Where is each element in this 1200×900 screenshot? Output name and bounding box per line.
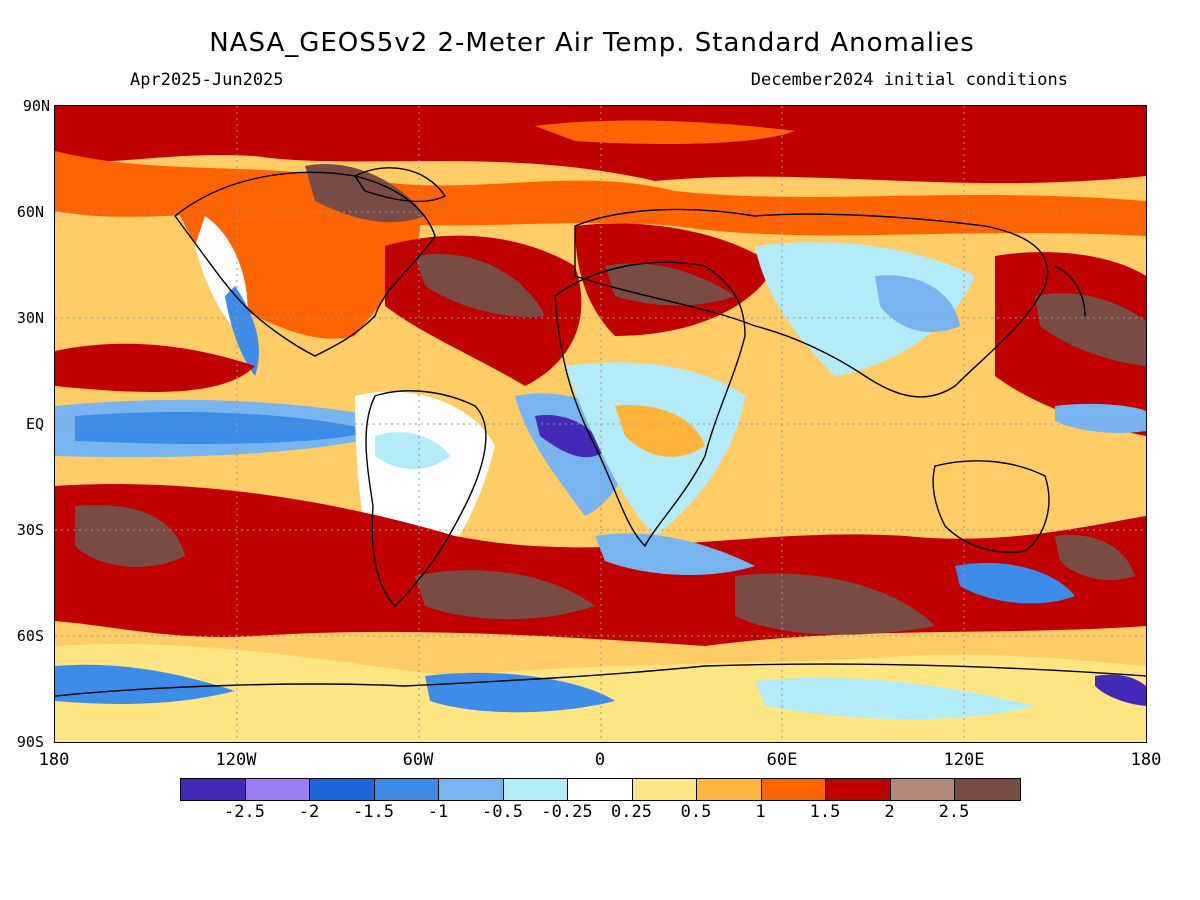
colorbar-label: 1.5 [809,802,841,822]
coastlines [55,167,1146,697]
lat-label-30s: 30S [16,521,44,539]
colorbar-label: -1 [427,802,449,822]
lon-label-60w: 60W [402,750,434,770]
colorbar-swatch [632,779,697,800]
lat-label-eq: EQ [25,415,44,433]
colorbar-label: -0.5 [482,802,523,822]
anomaly-map [54,105,1147,743]
colorbar-swatch [181,779,246,800]
lon-label-120e: 120E [943,750,985,770]
colorbar [180,778,1021,801]
colorbar-label: 0.5 [680,802,712,822]
colorbar-swatch [439,779,504,800]
colorbar-label: -0.25 [541,802,593,822]
lon-label-180w: 180 [38,750,70,770]
map-canvas [55,106,1146,742]
lat-label-90s: 90S [16,733,44,751]
colorbar-label: -2.5 [224,802,265,822]
colorbar-swatch [890,779,955,800]
colorbar-swatch [568,779,633,800]
colorbar-label: -2 [298,802,320,822]
colorbar-swatch [761,779,826,800]
lon-label-0: 0 [594,750,606,770]
lat-label-30n: 30N [16,309,44,327]
lat-label-60s: 60S [16,627,44,645]
colorbar-swatch [503,779,568,800]
colorbar-label: 0.25 [611,802,652,822]
colorbar-label: 2.5 [938,802,970,822]
colorbar-swatch [955,779,1020,800]
lon-label-180e: 180 [1130,750,1162,770]
colorbar-swatch [697,779,762,800]
colorbar-swatch [826,779,891,800]
colorbar-swatch [374,779,439,800]
colorbar-label: -1.5 [353,802,394,822]
lon-label-120w: 120W [215,750,257,770]
forecast-period: Apr2025-Jun2025 [130,70,284,90]
lon-label-60e: 60E [766,750,798,770]
lat-label-90n: 90N [22,97,50,115]
colorbar-swatch [245,779,310,800]
map-title: NASA_GEOS5v2 2-Meter Air Temp. Standard … [209,28,975,58]
lat-label-60n: 60N [16,203,44,221]
colorbar-swatch [310,779,375,800]
colorbar-label: 1 [755,802,766,822]
initial-conditions: December2024 initial conditions [750,70,1068,90]
colorbar-label: 2 [884,802,895,822]
